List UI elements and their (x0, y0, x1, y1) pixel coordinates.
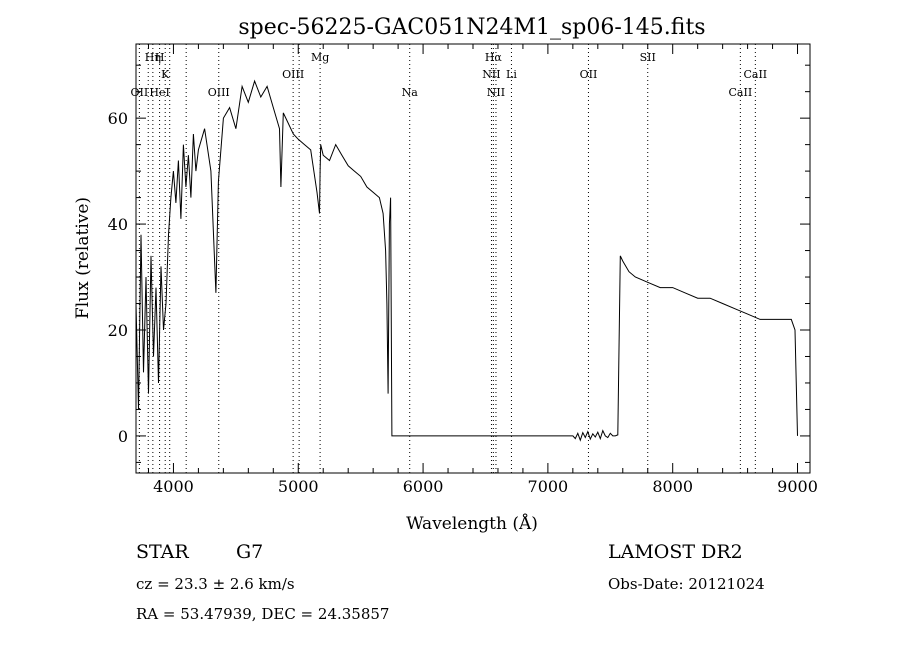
survey-name: LAMOST DR2 (608, 541, 743, 563)
line-label: OII (580, 68, 598, 81)
line-label: HeI (149, 86, 169, 99)
redshift-cz: cz = 23.3 ± 2.6 km/s (136, 575, 295, 593)
subclass: G7 (236, 541, 263, 563)
line-label: Li (506, 68, 517, 81)
y-tick-label: 0 (118, 427, 128, 446)
y-axis-label: Flux (relative) (73, 197, 93, 319)
obs-date: Obs-Date: 20121024 (608, 575, 765, 593)
x-tick-label: 9000 (777, 477, 818, 496)
line-label: CaII (743, 68, 767, 81)
plot-frame (135, 43, 811, 474)
chart-title: spec-56225-GAC051N24M1_sp06-145.fits (238, 15, 705, 40)
line-markers (138, 44, 756, 473)
y-tick-label: 40 (108, 215, 128, 234)
object-class: STAR (136, 541, 189, 563)
line-label: OII (131, 86, 149, 99)
x-tick-label: 5000 (278, 477, 319, 496)
y-tick-label: 60 (108, 109, 128, 128)
spectrum-line (135, 79, 798, 442)
line-label: Mg (311, 51, 329, 64)
x-tick-label: 4000 (153, 477, 194, 496)
line-label: NII (482, 68, 500, 81)
x-tick-label: 8000 (652, 477, 693, 496)
x-axis-label: Wavelength (Å) (406, 513, 538, 534)
line-label: Hα (485, 51, 503, 64)
y-axis: 0 20 40 60 (108, 64, 810, 463)
y-tick-label: 20 (108, 321, 128, 340)
line-label: OIII (282, 68, 304, 81)
line-label: SII (640, 51, 656, 64)
line-label: K (161, 68, 170, 81)
spectrum-series (135, 79, 798, 442)
line-label: NII (487, 86, 505, 99)
x-tick-label: 6000 (403, 477, 444, 496)
line-label: CaII (729, 86, 753, 99)
x-axis: 4000 5000 6000 7000 8000 9000 (147, 44, 818, 496)
line-label: OIII (208, 86, 230, 99)
line-label: H (155, 51, 165, 64)
line-label: Hη (145, 51, 161, 64)
line-label: Na (402, 86, 419, 99)
x-tick-label: 7000 (528, 477, 569, 496)
ra-dec: RA = 53.47939, DEC = 24.35857 (136, 605, 389, 623)
